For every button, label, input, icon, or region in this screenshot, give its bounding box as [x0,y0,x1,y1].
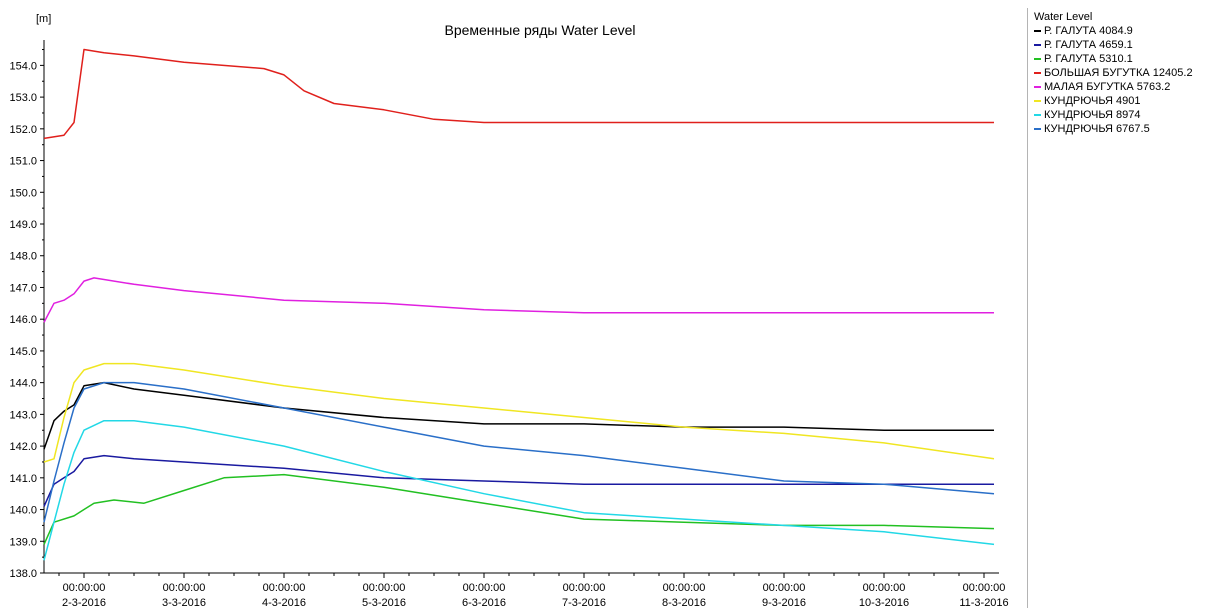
y-tick-label: 141.0 [9,473,37,485]
series-line-5 [43,277,994,323]
y-tick-label: 147.0 [9,282,37,294]
x-tick-date-label: 6-3-2016 [462,597,506,609]
legend-item: МАЛАЯ БУГУТКА 5763.2 [1034,80,1193,94]
legend-label: МАЛАЯ БУГУТКА 5763.2 [1044,81,1171,93]
legend-label: КУНДРЮЧЬЯ 6767.5 [1044,123,1150,135]
y-tick-label: 150.0 [9,187,37,199]
y-tick-label: 153.0 [9,92,37,104]
x-tick-date-label: 11-3-2016 [959,597,1008,609]
x-tick-time-label: 00:00:00 [463,582,506,594]
y-tick-label: 139.0 [9,536,37,548]
x-tick-time-label: 00:00:00 [763,582,806,594]
legend-label: Р. ГАЛУТА 5310.1 [1044,53,1133,65]
legend-swatch [1034,30,1041,32]
legend-label: КУНДРЮЧЬЯ 8974 [1044,109,1141,121]
legend-item: БОЛЬШАЯ БУГУТКА 12405.2 [1034,66,1193,80]
series-line-6 [43,362,995,463]
y-tick-label: 146.0 [9,314,37,326]
legend-label: Р. ГАЛУТА 4659.1 [1044,39,1133,51]
legend-swatch [1034,114,1041,116]
legend-item: Р. ГАЛУТА 4084.9 [1034,24,1193,38]
series-line-4 [43,48,994,140]
legend-label: КУНДРЮЧЬЯ 4901 [1044,95,1141,107]
y-axis-unit-label: [m] [36,13,51,25]
legend-swatch [1034,128,1041,130]
legend-item: КУНДРЮЧЬЯ 8974 [1034,108,1193,122]
legend-swatch [1034,86,1041,88]
series-line-8 [43,381,995,523]
x-tick-date-label: 4-3-2016 [262,597,306,609]
plot-area [43,48,995,561]
y-tick-label: 149.0 [9,219,37,231]
legend-item: КУНДРЮЧЬЯ 6767.5 [1034,122,1193,136]
axes: 138.0 139.0 140.0 141.0 142.0 143.0 144.0 145.0… [9,40,1009,609]
legend-item: Р. ГАЛУТА 5310.1 [1034,52,1193,66]
legend-item: Р. ГАЛУТА 4659.1 [1034,38,1193,52]
y-tick-label: 144.0 [9,378,37,390]
x-tick-date-label: 7-3-2016 [562,597,606,609]
x-tick-date-label: 8-3-2016 [662,597,706,609]
y-tick-label: 140.0 [9,505,37,517]
y-tick-label: 152.0 [9,124,37,136]
y-tick-label: 142.0 [9,441,37,453]
chart-title: Временные ряды Water Level [444,22,635,38]
y-tick-label: 151.0 [9,156,37,168]
legend-swatch [1034,44,1041,46]
x-tick-time-label: 00:00:00 [963,582,1006,594]
y-tick-label: 143.0 [9,409,37,421]
legend-label: БОЛЬШАЯ БУГУТКА 12405.2 [1044,67,1193,79]
x-tick-time-label: 00:00:00 [163,582,206,594]
legend-swatch [1034,58,1041,60]
y-tick-label: 138.0 [9,568,37,580]
series-line-7 [43,419,995,561]
legend-item: КУНДРЮЧЬЯ 4901 [1034,94,1193,108]
x-tick-date-label: 9-3-2016 [762,597,806,609]
legend-swatch [1034,72,1041,74]
legend-items: Р. ГАЛУТА 4084.9 Р. ГАЛУТА 4659.1 Р. ГАЛУТ… [1034,24,1193,136]
x-tick-time-label: 00:00:00 [363,582,406,594]
x-tick-date-label: 5-3-2016 [362,597,406,609]
legend-title: Water Level [1034,11,1093,23]
series-line-3 [43,473,995,545]
series-line-2 [43,454,994,507]
x-tick-time-label: 00:00:00 [63,582,106,594]
y-tick-label: 145.0 [9,346,37,358]
legend-separator [1027,8,1028,608]
y-tick-label: 148.0 [9,251,37,263]
x-tick-date-label: 2-3-2016 [62,597,106,609]
legend-label: Р. ГАЛУТА 4084.9 [1044,25,1133,37]
series-line-1 [43,381,994,450]
legend-swatch [1034,100,1041,102]
x-tick-time-label: 00:00:00 [663,582,706,594]
y-tick-label: 154.0 [9,60,37,72]
x-tick-time-label: 00:00:00 [863,582,906,594]
x-tick-time-label: 00:00:00 [563,582,606,594]
x-tick-date-label: 3-3-2016 [162,597,206,609]
x-tick-date-label: 10-3-2016 [859,597,909,609]
x-tick-time-label: 00:00:00 [263,582,306,594]
legend: Water Level Р. ГАЛУТА 4084.9 Р. ГАЛУТА 46… [1034,10,1193,136]
